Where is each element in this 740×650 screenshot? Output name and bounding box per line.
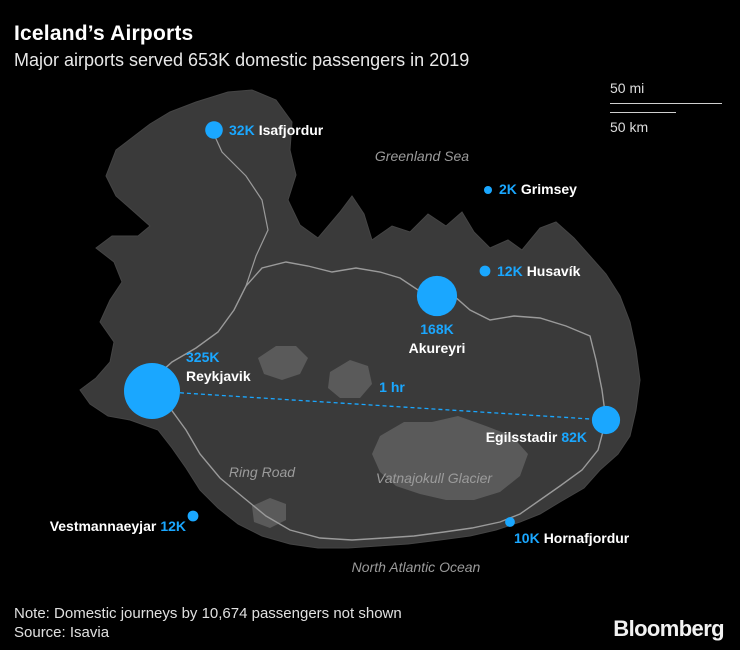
airport-name-reykjavik: Reykjavik	[186, 368, 251, 384]
airport-label-vestmannaeyjar: Vestmannaeyjar 12K	[50, 518, 186, 534]
airport-bubble-vestmannaeyjar	[187, 510, 199, 522]
map-title: Iceland’s Airports	[14, 22, 194, 45]
greenland-sea-label: Greenland Sea	[375, 148, 469, 164]
airport-label-grimsey: 2K Grimsey	[499, 181, 577, 197]
airport-label-egilsstadir: Egilsstadir 82K	[486, 429, 587, 445]
hofsjokull-glacier	[328, 360, 372, 398]
airport-label-hornafjordur: 10K Hornafjordur	[514, 530, 630, 546]
myrdalsjokull-glacier	[252, 498, 286, 528]
flight-route-line	[151, 390, 607, 421]
airport-bubble-husavik	[479, 265, 491, 277]
bloomberg-logo: Bloomberg	[613, 616, 724, 641]
ring-road-label: Ring Road	[229, 464, 296, 480]
map-subtitle: Major airports served 653K domestic pass…	[14, 50, 470, 70]
airport-label-isafjordur: 32K Isafjordur	[229, 122, 324, 138]
langjokull-glacier	[258, 346, 308, 380]
scale-miles-label: 50 mi	[610, 80, 645, 96]
airport-value-reykjavik: 325K	[186, 349, 219, 365]
airport-bubble-egilsstadir	[591, 405, 621, 435]
note-text: Note: Domestic journeys by 10,674 passen…	[14, 605, 402, 622]
footnote: Note: Domestic journeys by 10,674 passen…	[14, 604, 402, 642]
vatnajokull-glacier	[372, 416, 528, 500]
source-text: Source: Isavia	[14, 624, 110, 641]
airport-label-husavik: 12K Husavík	[497, 263, 581, 279]
airport-bubble-reykjavik	[124, 363, 180, 419]
airport-bubble-isafjordur	[205, 121, 223, 139]
flight-route-label: 1 hr	[379, 379, 405, 395]
airport-bubble-akureyri	[416, 275, 458, 317]
scale-km-bar	[610, 112, 676, 113]
glacier-label: Vatnajokull Glacier	[376, 470, 494, 486]
scale-miles-bar	[610, 103, 722, 104]
airport-name-akureyri: Akureyri	[409, 340, 466, 356]
ocean-label: North Atlantic Ocean	[352, 559, 481, 575]
ring-road-westfjords	[211, 129, 269, 287]
ring-road	[149, 261, 607, 541]
airport-bubble-hornafjordur	[505, 517, 515, 527]
airport-value-akureyri: 168K	[420, 321, 453, 337]
scale-km-label: 50 km	[610, 119, 649, 135]
iceland-landmass	[79, 89, 641, 549]
airport-bubble-grimsey	[484, 186, 492, 194]
